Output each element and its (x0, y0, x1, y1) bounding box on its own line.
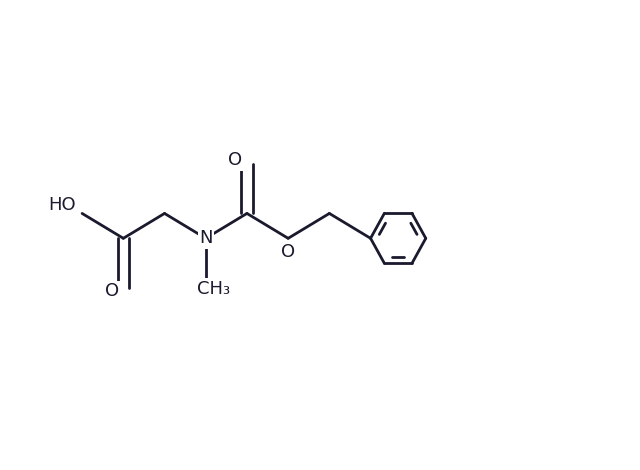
Text: O: O (281, 243, 295, 260)
Text: O: O (228, 151, 243, 169)
Text: N: N (199, 229, 212, 247)
Text: HO: HO (48, 196, 76, 214)
Text: CH₃: CH₃ (196, 280, 230, 298)
Text: O: O (105, 282, 119, 300)
